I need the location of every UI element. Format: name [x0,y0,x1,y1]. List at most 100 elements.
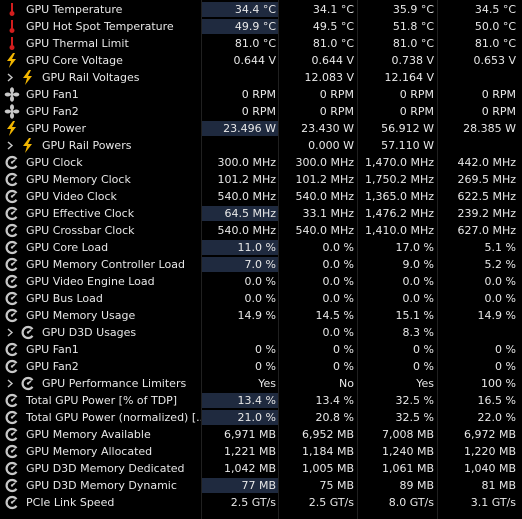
sensor-row[interactable]: GPU Fan1 0 % 0 % 0 % 0 % [0,341,522,358]
sensor-label: Total GPU Power [% of TDP] [26,394,178,407]
max-value: 57.110 W [381,139,434,152]
sensor-row[interactable]: GPU D3D Memory Dedicated 1,042 MB 1,005 MB… [0,460,522,477]
sensor-row[interactable]: GPU Memory Clock 101.2 MHz 101.2 MHz 1,750.… [0,171,522,188]
max-value: 56.912 W [381,122,434,135]
max-value: 0 RPM [399,88,434,101]
sensor-row[interactable]: GPU Hot Spot Temperature 49.9 °C 49.5 °C 51… [0,18,522,35]
sensor-row[interactable]: Total GPU Power [% of TDP] 13.4 % 13.4 % 32… [0,392,522,409]
sensor-label: GPU D3D Usages [42,326,137,339]
sensor-row[interactable]: PCIe Link Speed 2.5 GT/s 2.5 GT/s 8.0 GT/s 3… [0,494,522,511]
max-value: 1,061 MB [381,462,434,475]
sensor-row[interactable]: GPU Core Voltage 0.644 V 0.644 V 0.738 V 0.6… [0,52,522,69]
current-value: 0 % [255,360,276,373]
sensor-row[interactable]: GPU Bus Load 0.0 % 0.0 % 0.0 % 0.0 % [0,290,522,307]
clock-gauge-icon [20,325,36,340]
current-value: 13.4 % [202,393,278,408]
current-value: 0 % [255,343,276,356]
fan-icon [4,104,20,119]
average-value: 0.653 V [473,54,516,67]
chevron-right-icon[interactable] [4,376,20,391]
min-value: 0 % [333,360,354,373]
sensor-row[interactable]: Total GPU Power (normalized) [... 21.0 % 2… [0,409,522,426]
sensor-label: GPU Fan1 [26,88,79,101]
sensor-row[interactable]: GPU Fan1 0 RPM 0 RPM 0 RPM 0 RPM [0,86,522,103]
average-value: 5.1 % [484,241,516,254]
min-value: 101.2 MHz [295,173,354,186]
clock-gauge-icon [4,308,20,323]
sensor-row[interactable]: GPU Video Clock 540.0 MHz 540.0 MHz 1,365.0… [0,188,522,205]
sensor-label: GPU Memory Available [26,428,151,441]
current-value: 34.4 °C [202,2,278,17]
sensor-row[interactable]: GPU Memory Usage 14.9 % 14.5 % 15.1 % 14.9 % [0,307,522,324]
sensor-label: GPU Hot Spot Temperature [26,20,174,33]
min-value: 6,952 MB [301,428,354,441]
average-value: 269.5 MHz [457,173,516,186]
sensor-row[interactable]: GPU Temperature 34.4 °C 34.1 °C 35.9 °C 34.5… [0,1,522,18]
sensor-row[interactable]: GPU Crossbar Clock 540.0 MHz 540.0 MHz 1,41… [0,222,522,239]
sensor-row[interactable]: GPU Rail Powers 0.000 W 57.110 W [0,137,522,154]
max-value: 7,008 MB [381,428,434,441]
max-value: 51.8 °C [392,20,434,33]
thermometer-icon [4,19,20,34]
sensor-row[interactable]: GPU Video Engine Load 0.0 % 0.0 % 0.0 % 0.0 … [0,273,522,290]
sensor-label: GPU Fan2 [26,360,79,373]
max-value: 8.0 GT/s [388,496,434,509]
sensor-row[interactable]: GPU Rail Voltages 12.083 V 12.164 V [0,69,522,86]
average-value: 239.2 MHz [457,207,516,220]
max-value: 1,410.0 MHz [364,224,434,237]
chevron-right-icon[interactable] [4,325,20,340]
sensor-label: GPU Performance Limiters [42,377,187,390]
sensor-row[interactable]: GPU Memory Controller Load 7.0 % 0.0 % 9.0 … [0,256,522,273]
sensor-label: GPU Bus Load [26,292,103,305]
chevron-right-icon[interactable] [4,70,20,85]
sensor-row[interactable]: GPU Fan2 0 % 0 % 0 % 0 % [0,358,522,375]
sensor-row[interactable]: GPU Effective Clock 64.5 MHz 33.1 MHz 1,476… [0,205,522,222]
clock-gauge-icon [4,274,20,289]
current-value: 1,042 MB [223,462,276,475]
clock-gauge-icon [4,444,20,459]
sensor-label: GPU Memory Allocated [26,445,153,458]
sensor-row[interactable]: GPU Fan2 0 RPM 0 RPM 0 RPM 0 RPM [0,103,522,120]
current-value: 0 RPM [241,88,276,101]
sensor-label: GPU Memory Clock [26,173,131,186]
sensor-row[interactable]: GPU Power 23.496 W 23.430 W 56.912 W 28.385 … [0,120,522,137]
min-value: 49.5 °C [312,20,354,33]
thermometer-icon [4,2,20,17]
clock-gauge-icon [4,495,20,510]
sensor-row[interactable]: GPU Clock 300.0 MHz 300.0 MHz 1,470.0 MHz 44… [0,154,522,171]
sensor-label: GPU D3D Memory Dynamic [26,479,177,492]
sensor-label: GPU Thermal Limit [26,37,129,50]
sensor-row[interactable]: GPU Memory Available 6,971 MB 6,952 MB 7,00… [0,426,522,443]
sensor-label: GPU Rail Voltages [42,71,140,84]
max-value: Yes [416,377,434,390]
min-value: 300.0 MHz [295,156,354,169]
min-value: 540.0 MHz [295,190,354,203]
chevron-right-icon[interactable] [4,138,20,153]
min-value: 0.0 % [322,292,354,305]
sensor-row[interactable]: GPU D3D Usages 0.0 % 8.3 % [0,324,522,341]
average-value: 81 MB [481,479,516,492]
current-value: 77 MB [202,478,278,493]
max-value: 12.164 V [384,71,434,84]
average-value: 3.1 GT/s [470,496,516,509]
max-value: 1,470.0 MHz [364,156,434,169]
sensor-row[interactable]: GPU Performance Limiters Yes No Yes 100 % [0,375,522,392]
average-value: 34.5 °C [474,3,516,16]
average-value: 0 RPM [481,105,516,118]
sensor-label: GPU Fan2 [26,105,79,118]
fan-icon [4,87,20,102]
average-value: 0 % [495,343,516,356]
min-value: 0.0 % [322,275,354,288]
sensor-row[interactable]: GPU Thermal Limit 81.0 °C 81.0 °C 81.0 °C 81… [0,35,522,52]
sensor-row[interactable]: GPU D3D Memory Dynamic 77 MB 75 MB 89 MB 81 … [0,477,522,494]
max-value: 0 RPM [399,105,434,118]
clock-gauge-icon [4,223,20,238]
sensor-row[interactable]: GPU Memory Allocated 1,221 MB 1,184 MB 1,24… [0,443,522,460]
current-value: 0 RPM [241,105,276,118]
sensor-label: GPU Core Load [26,241,109,254]
average-value [438,138,518,153]
min-value: 20.8 % [315,411,354,424]
current-value: 81.0 °C [234,37,276,50]
sensor-label: GPU Video Clock [26,190,117,203]
sensor-row[interactable]: GPU Core Load 11.0 % 0.0 % 17.0 % 5.1 % [0,239,522,256]
